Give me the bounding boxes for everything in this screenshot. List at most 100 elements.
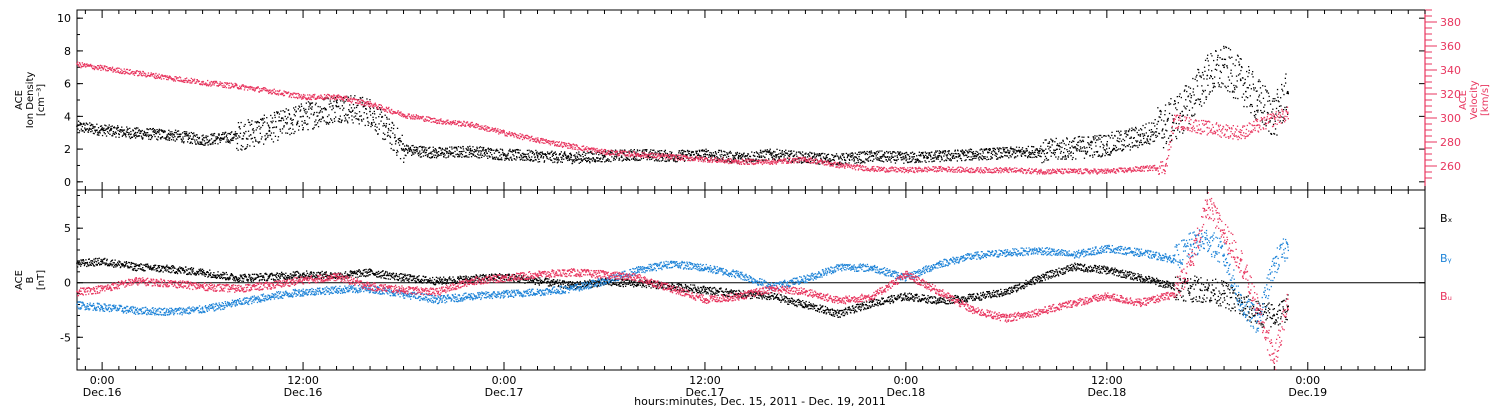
density-series-point bbox=[170, 133, 172, 135]
density-series-point bbox=[1249, 84, 1251, 86]
velocity-series-point bbox=[346, 100, 348, 102]
density-series-point bbox=[500, 153, 502, 156]
density-series-point bbox=[390, 127, 393, 129]
density-series-point bbox=[495, 149, 497, 151]
density-series-point bbox=[927, 157, 929, 159]
velocity-series-point bbox=[582, 149, 584, 152]
density-series-point bbox=[1147, 135, 1149, 137]
density-series-point bbox=[1270, 133, 1272, 135]
density-series-point bbox=[92, 124, 94, 126]
velocity-series-point bbox=[444, 121, 446, 123]
density-series-point bbox=[659, 152, 661, 154]
density-series-point bbox=[549, 157, 551, 159]
density-series-point bbox=[756, 155, 759, 158]
density-series-point bbox=[94, 129, 96, 131]
density-series-point bbox=[103, 132, 105, 134]
density-series-point bbox=[600, 157, 602, 159]
velocity-series-point bbox=[240, 88, 242, 90]
velocity-series-point bbox=[482, 127, 484, 129]
density-series-point bbox=[568, 159, 571, 161]
velocity-series-point bbox=[564, 142, 566, 144]
density-series-point bbox=[893, 151, 896, 153]
density-series-point bbox=[214, 139, 217, 141]
density-series-point bbox=[987, 152, 989, 154]
density-series-point bbox=[472, 153, 475, 155]
density-series-point bbox=[720, 156, 722, 158]
density-series-point bbox=[367, 120, 369, 123]
density-series-point bbox=[497, 158, 500, 161]
density-series-point bbox=[988, 158, 990, 160]
density-series-point bbox=[1201, 85, 1203, 87]
density-series-point bbox=[327, 98, 329, 100]
velocity-series-point bbox=[377, 105, 379, 108]
density-series-point bbox=[1088, 146, 1091, 148]
density-series-point bbox=[1236, 86, 1238, 88]
density-series-point bbox=[543, 161, 545, 163]
velocity-series-point bbox=[473, 125, 476, 127]
density-series-point bbox=[1235, 59, 1237, 61]
density-series-point bbox=[1169, 135, 1171, 137]
density-series-point bbox=[885, 156, 887, 158]
density-series-point bbox=[900, 153, 902, 156]
density-series-point bbox=[450, 151, 452, 154]
density-series-point bbox=[655, 159, 657, 161]
density-series-point bbox=[1165, 142, 1167, 145]
density-series-point bbox=[1201, 71, 1204, 74]
density-series-point bbox=[490, 148, 493, 151]
density-series-point bbox=[943, 155, 945, 157]
velocity-series-point bbox=[415, 114, 417, 116]
density-series-point bbox=[243, 125, 245, 127]
density-series-point bbox=[434, 148, 436, 150]
velocity-series-point bbox=[341, 97, 343, 99]
density-series-point bbox=[1213, 82, 1215, 85]
velocity-series-point bbox=[236, 84, 238, 86]
density-series-point bbox=[1131, 146, 1134, 148]
density-series-point bbox=[561, 161, 563, 163]
velocity-series-point bbox=[430, 118, 432, 120]
density-series-point bbox=[466, 156, 468, 158]
density-series-point bbox=[695, 156, 697, 158]
density-series-point bbox=[1162, 128, 1164, 130]
density-series-point bbox=[118, 133, 120, 136]
density-series-point bbox=[839, 156, 841, 159]
density-series-point bbox=[1150, 131, 1152, 133]
density-series-data-value bbox=[402, 148, 405, 151]
density-series-point bbox=[738, 156, 740, 158]
velocity-series-point bbox=[498, 133, 500, 135]
density-series-point bbox=[542, 156, 545, 158]
density-series-point bbox=[483, 146, 485, 149]
density-series-point bbox=[997, 157, 999, 159]
density-series-point bbox=[477, 149, 479, 152]
density-series-point bbox=[1208, 64, 1210, 67]
density-series-point bbox=[1216, 59, 1218, 61]
density-series-point bbox=[891, 155, 893, 157]
density-series-point bbox=[274, 135, 277, 137]
density-series-point bbox=[1004, 147, 1006, 149]
density-series-point bbox=[647, 155, 650, 158]
density-series-point bbox=[1033, 151, 1035, 153]
density-series-point bbox=[1024, 154, 1026, 157]
density-series-point bbox=[366, 98, 368, 100]
density-series-point bbox=[293, 132, 295, 135]
velocity-series-point bbox=[539, 142, 541, 144]
velocity-series-point bbox=[153, 76, 155, 78]
density-series-point bbox=[197, 141, 199, 143]
velocity-series-point bbox=[380, 107, 382, 110]
density-series-point bbox=[1247, 75, 1249, 78]
density-series-point bbox=[604, 156, 606, 158]
velocity-series-point bbox=[336, 96, 338, 98]
density-series-point bbox=[702, 150, 704, 152]
density-series-point bbox=[415, 146, 417, 148]
density-series-point bbox=[981, 155, 983, 157]
density-series-point bbox=[441, 151, 443, 153]
density-series-point bbox=[869, 153, 871, 155]
density-series-point bbox=[1275, 113, 1277, 115]
density-series-point bbox=[221, 134, 223, 136]
density-series-point bbox=[639, 149, 641, 152]
density-series-point bbox=[200, 143, 203, 145]
velocity-series-point bbox=[629, 151, 631, 154]
velocity-series-point bbox=[643, 154, 646, 156]
density-series-point bbox=[411, 154, 413, 156]
velocity-series-point bbox=[478, 125, 480, 127]
velocity-series-point bbox=[432, 120, 435, 123]
